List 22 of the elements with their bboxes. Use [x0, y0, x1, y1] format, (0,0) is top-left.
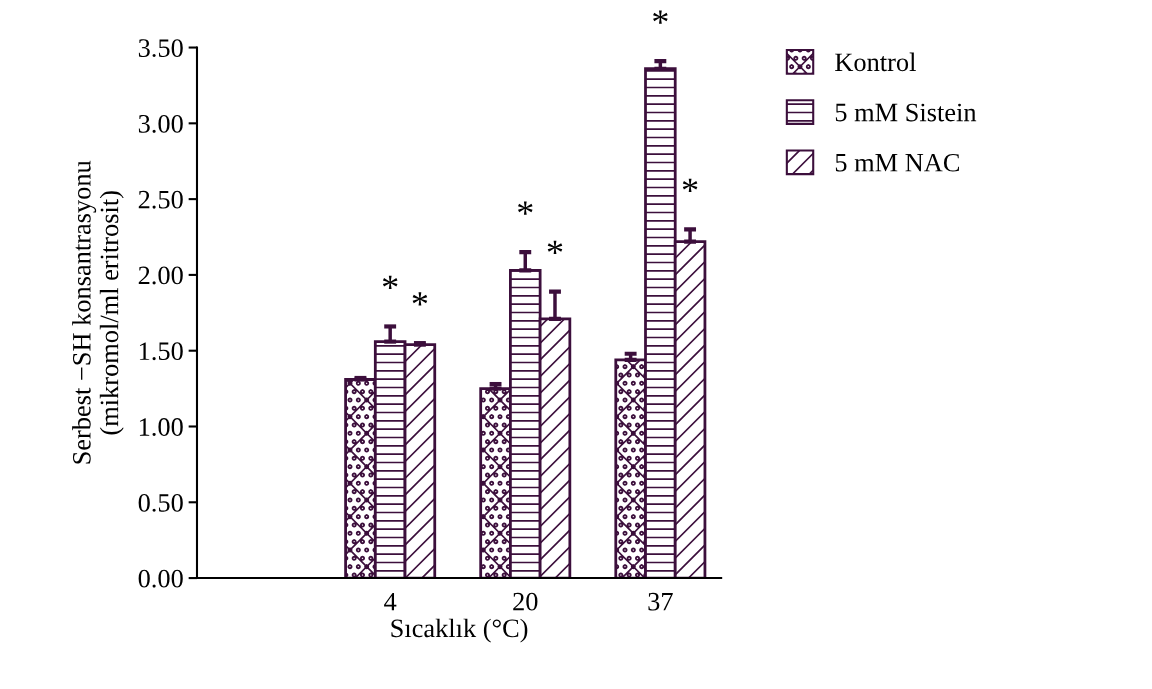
text: * [653, 10, 668, 24]
y-tick-label: 2.00 [138, 266, 183, 285]
y-tick-label: 0.50 [138, 493, 183, 512]
legend-label: Kontrol [835, 52, 916, 72]
x-tick-label: 4 [384, 592, 397, 611]
x-tick-label: 20 [513, 592, 538, 611]
y-tick-label: 1.50 [139, 342, 183, 361]
x-axis-title: Sıcaklık (°C) [391, 618, 528, 643]
legend-label: 5 mM NAC [835, 153, 959, 172]
y-axis-title: Serbest −SH konsantrasyonu (mikromol/ml eritrosit) [72, 160, 124, 464]
y-tick-label: 2.50 [138, 190, 183, 209]
annotation: * [682, 178, 698, 192]
annotation: * [547, 240, 563, 255]
annotation: * [412, 292, 428, 306]
legend-label: 5 mM Sistein [835, 103, 977, 122]
x-tick-label: 37 [648, 592, 673, 611]
annotation: * [382, 275, 398, 289]
y-tick-label: 0.00 [138, 569, 183, 588]
annotation: * [518, 201, 533, 215]
y-tick-label: 1.00 [139, 418, 183, 437]
y-tick-label: 3.50 [138, 39, 183, 58]
y-tick-label: 3.00 [138, 114, 183, 133]
